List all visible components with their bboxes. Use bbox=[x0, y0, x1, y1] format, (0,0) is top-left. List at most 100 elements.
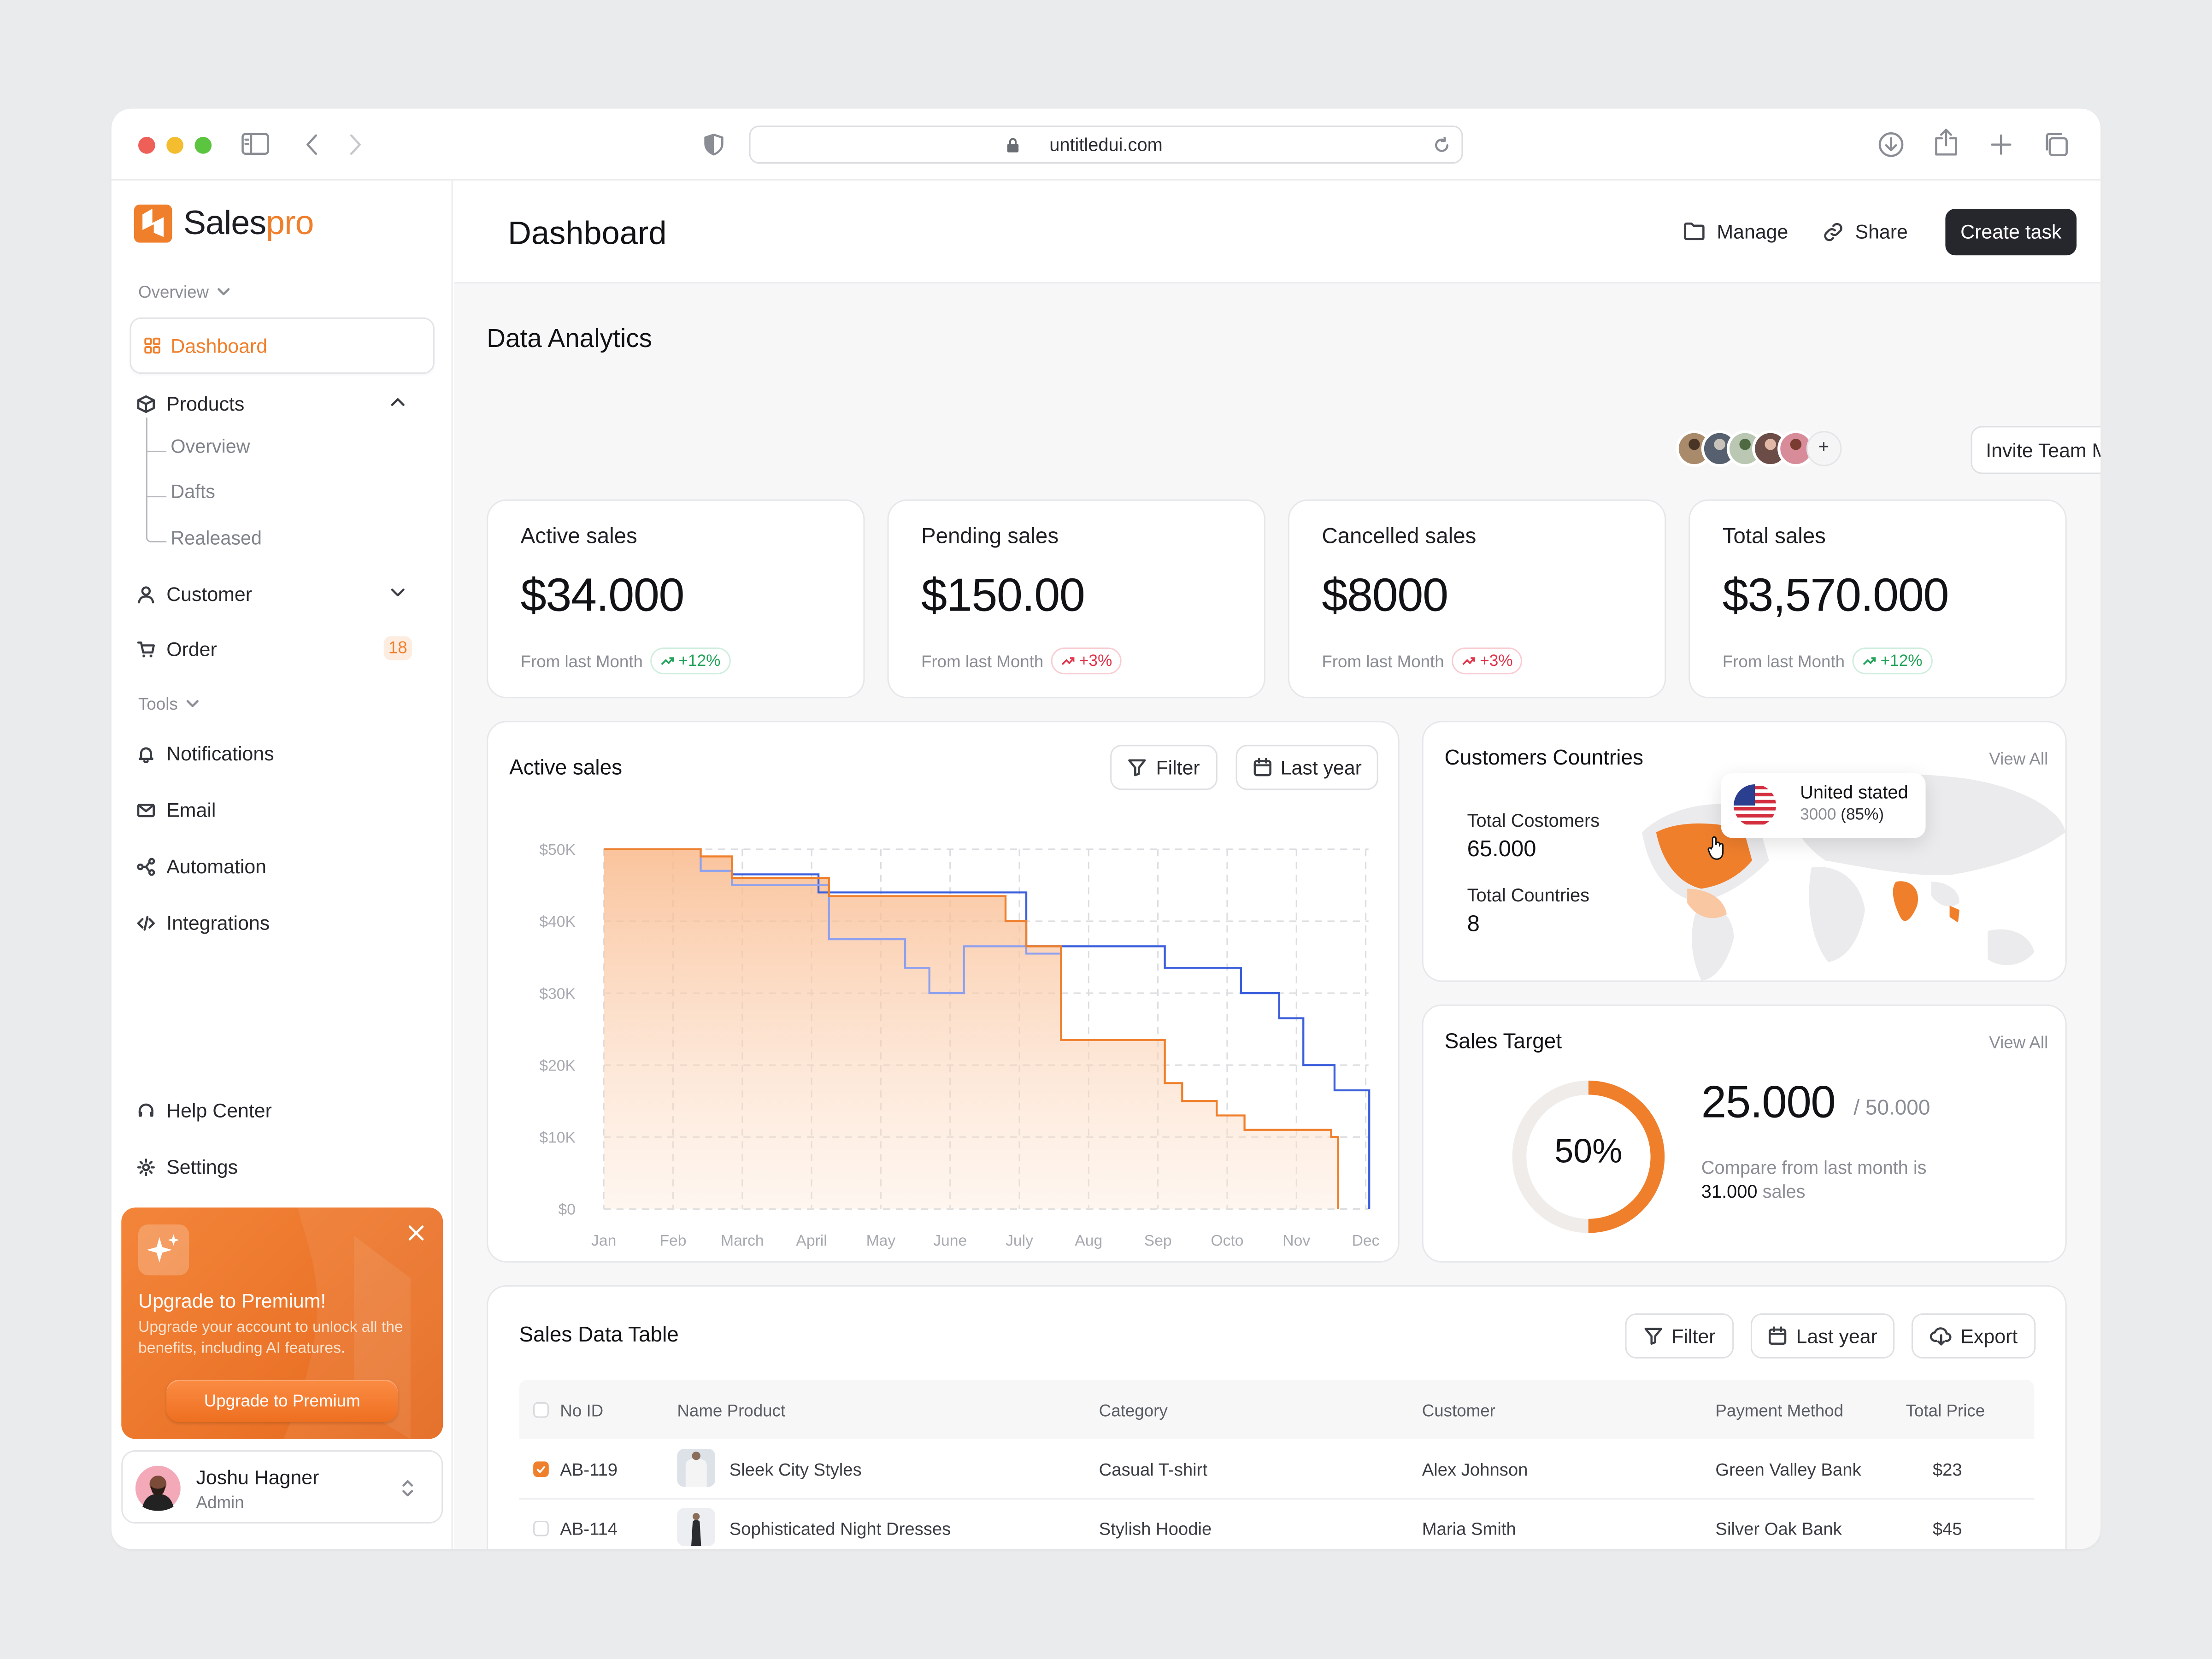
x-tick-label: May bbox=[866, 1232, 896, 1249]
tabs-overview-icon[interactable] bbox=[2043, 131, 2070, 158]
user-icon bbox=[138, 585, 154, 603]
sidebar-item-label: Order bbox=[166, 637, 217, 660]
sidebar-item-integrations[interactable]: Integrations bbox=[137, 912, 270, 934]
y-tick-label: $0 bbox=[559, 1201, 576, 1218]
brand-logo[interactable]: Salespro bbox=[133, 203, 314, 244]
kpi-value: $34.000 bbox=[520, 568, 685, 621]
trend-up-icon bbox=[1863, 657, 1876, 665]
sidebar-subitem-released[interactable]: Realeased bbox=[171, 527, 262, 549]
add-avatar-more[interactable]: + bbox=[1818, 435, 1830, 457]
reload-icon[interactable] bbox=[1433, 136, 1450, 154]
maximize-window-button[interactable] bbox=[194, 136, 212, 154]
chevron-down-icon bbox=[186, 700, 199, 707]
usa-region[interactable] bbox=[1656, 823, 1753, 889]
row-checkbox-checked[interactable] bbox=[533, 1461, 549, 1477]
shield-icon[interactable] bbox=[702, 133, 725, 157]
close-promo-icon[interactable] bbox=[408, 1224, 425, 1241]
download-icon[interactable] bbox=[1877, 131, 1904, 158]
column-header-product[interactable]: Name Product bbox=[677, 1400, 786, 1421]
url-bar[interactable]: untitledui.com bbox=[749, 125, 1463, 164]
share-button[interactable]: Share bbox=[1823, 220, 1908, 243]
close-window-button[interactable] bbox=[138, 136, 155, 154]
team-avatars-group[interactable] bbox=[1675, 429, 1855, 469]
main-content: Dashboard Manage Share Create task Data … bbox=[454, 180, 2101, 1549]
manage-button[interactable]: Manage bbox=[1683, 220, 1788, 243]
target-view-all-link[interactable]: View All bbox=[1989, 1032, 2048, 1053]
chart-series bbox=[604, 848, 1371, 1209]
row-checkbox[interactable] bbox=[533, 1520, 549, 1536]
active-sales-chart: $0 $10K $20K $30K $40K $50K Jan Feb March April M… bbox=[539, 841, 1379, 1249]
table-filter-button[interactable]: Filter bbox=[1625, 1313, 1734, 1359]
create-task-button[interactable]: Create task bbox=[1945, 209, 2077, 256]
bell-icon bbox=[138, 747, 153, 763]
avatar bbox=[135, 1465, 181, 1511]
dashboard-grid-icon bbox=[144, 337, 160, 354]
sidebar-subitem-drafts[interactable]: Dafts bbox=[171, 481, 215, 502]
x-tick-label: Nov bbox=[1282, 1232, 1310, 1249]
sidebar-item-label: Automation bbox=[166, 855, 267, 878]
kpi-change-badge: +12% bbox=[650, 647, 730, 675]
user-profile-card[interactable]: Joshu Hagner Admin bbox=[121, 1450, 443, 1524]
minimize-window-button[interactable] bbox=[166, 136, 183, 154]
lock-icon bbox=[1007, 138, 1019, 153]
sidebar-toggle-icon[interactable] bbox=[241, 133, 269, 157]
brand-name-accent: pro bbox=[266, 204, 314, 242]
upgrade-premium-button[interactable]: Upgrade to Premium bbox=[166, 1379, 398, 1422]
kpi-change-value: +3% bbox=[1480, 652, 1513, 670]
new-tab-icon[interactable] bbox=[1989, 133, 2013, 157]
x-tick-label: June bbox=[933, 1232, 967, 1249]
overview-section-label: Overview bbox=[138, 282, 209, 302]
headset-icon bbox=[138, 1103, 153, 1116]
sidebar-item-settings[interactable]: Settings bbox=[137, 1155, 238, 1178]
series-line-2 bbox=[732, 873, 1371, 1209]
invite-label: Invite Team Member bbox=[1986, 439, 2100, 462]
column-header-customer[interactable]: Customer bbox=[1422, 1400, 1495, 1421]
column-header-price[interactable]: Total Price bbox=[1906, 1400, 1985, 1421]
share-page-icon[interactable] bbox=[1934, 129, 1958, 157]
cell-category: Stylish Hoodie bbox=[1099, 1519, 1212, 1539]
overview-section-toggle[interactable]: Overview bbox=[138, 282, 230, 302]
page-header: Dashboard Manage Share Create task bbox=[454, 180, 2101, 284]
countries-view-all-link[interactable]: View All bbox=[1989, 749, 2048, 769]
sidebar-item-dashboard[interactable]: Dashboard bbox=[129, 317, 435, 374]
invite-team-member-button[interactable]: Invite Team Member bbox=[1971, 426, 2101, 474]
export-button[interactable]: Export bbox=[1911, 1313, 2036, 1359]
chart-title: Active sales bbox=[509, 756, 623, 780]
select-all-checkbox[interactable] bbox=[533, 1402, 549, 1418]
tooltip-value: 3000 bbox=[1800, 807, 1836, 824]
sidebar-item-automation[interactable]: Automation bbox=[137, 855, 266, 877]
india-region[interactable] bbox=[1893, 881, 1918, 921]
export-label: Export bbox=[1960, 1324, 2018, 1347]
target-title: Sales Target bbox=[1444, 1030, 1562, 1054]
column-header-id[interactable]: No ID bbox=[560, 1400, 604, 1421]
back-icon[interactable] bbox=[303, 133, 320, 157]
total-countries-label: Total Countries bbox=[1467, 884, 1590, 906]
sales-data-table-card: Sales Data Table Filter Last year Export… bbox=[487, 1285, 2067, 1549]
sidebar-item-customer[interactable]: Customer bbox=[137, 582, 433, 605]
chevron-down-icon[interactable] bbox=[391, 588, 405, 598]
table-range-button[interactable]: Last year bbox=[1750, 1313, 1895, 1359]
kpi-from-label: From last Month bbox=[1722, 652, 1845, 672]
chart-range-button[interactable]: Last year bbox=[1235, 745, 1378, 790]
sidebar-subitem-overview[interactable]: Overview bbox=[171, 435, 250, 457]
series-line-1 bbox=[604, 848, 1062, 994]
column-header-payment[interactable]: Payment Method bbox=[1715, 1400, 1844, 1421]
kpi-from-label: From last Month bbox=[520, 652, 643, 672]
kpi-title: Cancelled sales bbox=[1322, 524, 1477, 549]
column-header-category[interactable]: Category bbox=[1099, 1400, 1168, 1421]
chevron-up-icon[interactable] bbox=[391, 396, 405, 406]
sidebar-item-email[interactable]: Email bbox=[137, 799, 216, 821]
sparkles-icon bbox=[147, 1234, 179, 1263]
sidebar-item-notifications[interactable]: Notifications bbox=[137, 742, 274, 765]
automation-icon bbox=[137, 857, 155, 876]
y-tick-label: $20K bbox=[539, 1057, 576, 1074]
sidebar-item-products[interactable]: Products bbox=[137, 392, 433, 415]
table-header-row bbox=[519, 1379, 2035, 1439]
chevron-selector-icon[interactable] bbox=[400, 1478, 415, 1498]
tools-section-toggle[interactable]: Tools bbox=[138, 694, 199, 714]
chart-filter-button[interactable]: Filter bbox=[1110, 745, 1218, 790]
country-tooltip: United stated 3000 (85%) bbox=[1721, 773, 1926, 838]
sidebar-item-order[interactable]: Order 18 bbox=[137, 636, 433, 660]
sidebar-item-help-center[interactable]: Help Center bbox=[137, 1099, 272, 1122]
forward-icon[interactable] bbox=[347, 133, 364, 157]
